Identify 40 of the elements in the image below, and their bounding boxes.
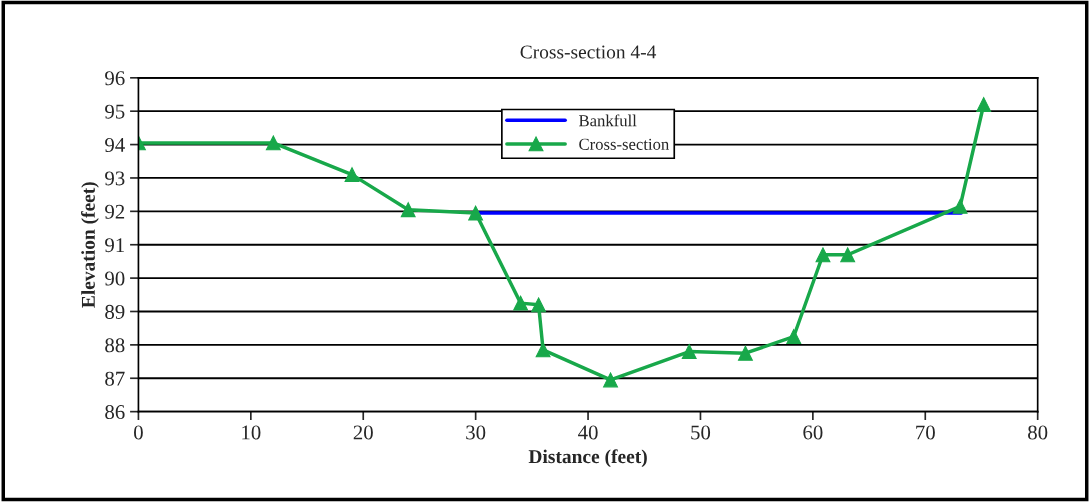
point <box>786 329 802 344</box>
point <box>265 135 281 151</box>
x-tick-label: 60 <box>803 425 823 440</box>
legend-label: Cross-section <box>579 138 669 150</box>
y-tick-label: 89 <box>105 304 125 319</box>
y-tick-label: 92 <box>105 204 125 219</box>
point <box>737 345 753 361</box>
x-tick-label: 30 <box>466 425 486 440</box>
y-tick-label: 93 <box>105 171 125 186</box>
y-tick-label: 87 <box>105 371 125 386</box>
legend-label: Bankfull <box>579 114 637 127</box>
point <box>531 297 547 313</box>
y-tick-label: 90 <box>105 271 125 286</box>
x-tick-label: 70 <box>916 425 935 440</box>
y-tick-label: 95 <box>105 104 125 119</box>
x-tick-label: 50 <box>691 425 711 440</box>
point <box>535 342 551 358</box>
point <box>468 205 484 221</box>
y-tick-label: 96 <box>105 71 125 86</box>
point <box>603 372 618 388</box>
x-tick-label: 40 <box>578 425 598 440</box>
y-axis-title: Elevation (feet) <box>81 182 99 308</box>
point <box>815 247 831 263</box>
y-tick-label: 88 <box>105 338 125 353</box>
y-tick-label: 86 <box>105 405 125 420</box>
point <box>976 97 992 112</box>
x-tick-label: 0 <box>134 425 143 440</box>
point <box>681 344 697 360</box>
x-tick-label: 80 <box>1028 425 1048 440</box>
point <box>952 198 968 214</box>
y-tick-label: 91 <box>105 238 124 253</box>
x-axis-title: Distance (feet) <box>528 449 647 468</box>
point <box>400 202 416 218</box>
chart-title: Cross-section 4-4 <box>520 45 657 59</box>
point <box>840 247 856 263</box>
x-tick-label: 10 <box>242 425 261 440</box>
x-tick-label: 20 <box>353 425 373 440</box>
point <box>513 295 529 311</box>
y-tick-label: 94 <box>105 138 125 153</box>
point <box>344 167 360 183</box>
